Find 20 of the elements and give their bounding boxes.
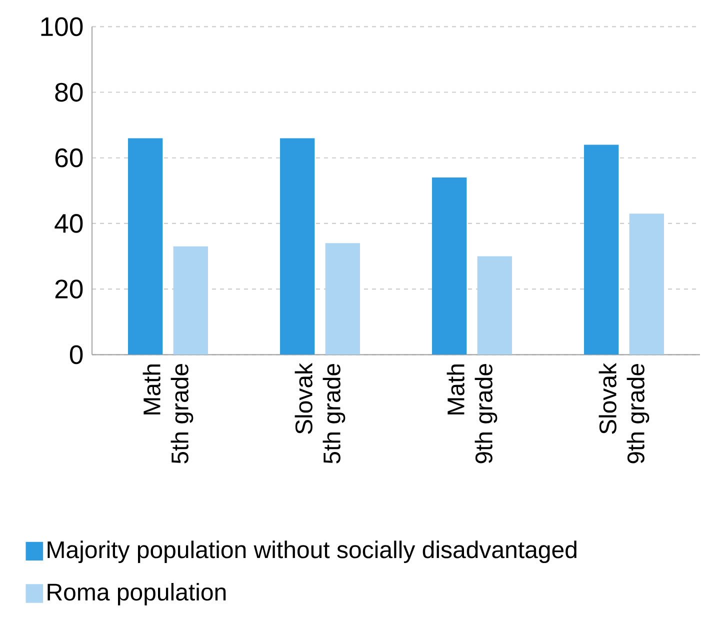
- y-tick-label: 40: [54, 214, 83, 233]
- x-tick-label: Slovak 9th grade: [598, 362, 650, 464]
- bar: [128, 138, 163, 355]
- bar: [280, 138, 315, 355]
- bar: [629, 214, 664, 355]
- y-tick-label: 80: [55, 82, 83, 102]
- y-tick-label: 0: [70, 345, 83, 364]
- bar: [477, 256, 512, 355]
- legend-label: Majority population without socially disadvantaged: [48, 540, 576, 564]
- y-tick-label: 100: [41, 17, 83, 36]
- legend-label: Roma population: [48, 582, 226, 606]
- x-tick-label: Slovak 5th grade: [294, 362, 346, 464]
- y-tick-label: 20: [55, 280, 83, 298]
- bar: [325, 243, 360, 355]
- x-tick-label: Math 9th grade: [446, 364, 498, 464]
- bar: [432, 178, 467, 355]
- y-tick-label: 60: [55, 148, 83, 168]
- x-tick-label: Math 5th grade: [142, 364, 194, 464]
- bar: [584, 144, 619, 355]
- bar: [173, 246, 208, 355]
